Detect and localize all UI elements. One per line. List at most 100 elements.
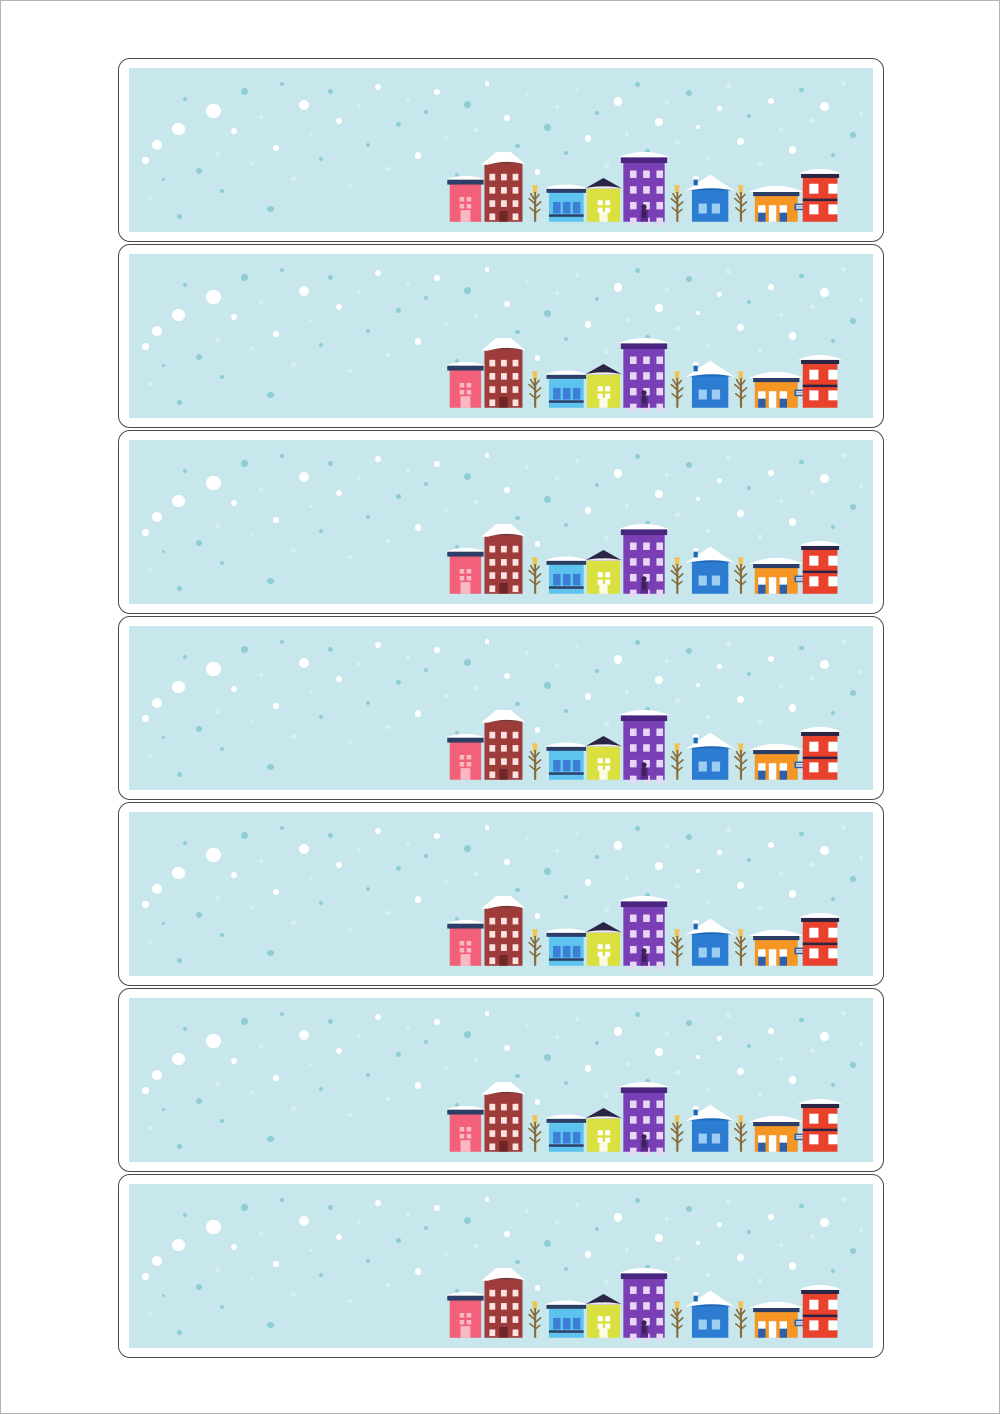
building-pink-house xyxy=(445,175,486,222)
village-skyline xyxy=(129,152,873,232)
building-blue-house xyxy=(685,360,735,408)
bare-tree-icon xyxy=(734,1301,748,1338)
label-card-5[interactable] xyxy=(118,802,884,986)
building-orange-shop xyxy=(749,557,807,594)
building-blue-house xyxy=(685,918,735,966)
building-pink-house xyxy=(445,1291,486,1338)
winter-scene xyxy=(129,812,873,976)
building-red-apartment xyxy=(797,912,843,966)
building-purple-apartment xyxy=(618,524,670,598)
building-yellow-green-house xyxy=(582,549,625,594)
building-red-apartment xyxy=(797,1098,843,1152)
village-skyline xyxy=(129,1082,873,1162)
bare-tree-icon xyxy=(670,557,684,594)
bare-tree-icon xyxy=(528,557,542,594)
label-card-2[interactable] xyxy=(118,244,884,428)
winter-scene xyxy=(129,1184,873,1348)
building-yellow-green-house xyxy=(582,363,625,408)
building-dark-red-apartment xyxy=(481,152,526,222)
village-skyline xyxy=(129,896,873,976)
bare-tree-icon xyxy=(734,557,748,594)
building-red-apartment xyxy=(797,1284,843,1338)
building-orange-shop xyxy=(749,1115,807,1152)
building-dark-red-apartment xyxy=(481,896,526,966)
bare-tree-icon xyxy=(528,929,542,966)
bare-tree-icon xyxy=(670,371,684,408)
building-light-blue-house xyxy=(543,1114,589,1152)
label-card-7[interactable] xyxy=(118,1174,884,1358)
building-red-apartment xyxy=(797,540,843,594)
building-pink-house xyxy=(445,547,486,594)
building-orange-shop xyxy=(749,371,807,408)
building-purple-apartment xyxy=(618,896,670,970)
bare-tree-icon xyxy=(734,185,748,222)
bare-tree-icon xyxy=(670,1301,684,1338)
building-dark-red-apartment xyxy=(481,710,526,780)
bare-tree-icon xyxy=(528,371,542,408)
building-red-apartment xyxy=(797,726,843,780)
bare-tree-icon xyxy=(670,1115,684,1152)
building-yellow-green-house xyxy=(582,1293,625,1338)
winter-scene xyxy=(129,626,873,790)
building-purple-apartment xyxy=(618,1268,670,1342)
bare-tree-icon xyxy=(734,371,748,408)
label-grid xyxy=(118,58,884,1358)
building-blue-house xyxy=(685,546,735,594)
building-light-blue-house xyxy=(543,184,589,222)
bare-tree-icon xyxy=(528,1301,542,1338)
label-card-6[interactable] xyxy=(118,988,884,1172)
winter-scene xyxy=(129,68,873,232)
building-dark-red-apartment xyxy=(481,338,526,408)
village-skyline xyxy=(129,524,873,604)
building-red-apartment xyxy=(797,354,843,408)
bare-tree-icon xyxy=(734,743,748,780)
building-orange-shop xyxy=(749,185,807,222)
building-light-blue-house xyxy=(543,928,589,966)
building-orange-shop xyxy=(749,1301,807,1338)
building-orange-shop xyxy=(749,929,807,966)
label-card-4[interactable] xyxy=(118,616,884,800)
building-yellow-green-house xyxy=(582,735,625,780)
building-blue-house xyxy=(685,1290,735,1338)
building-blue-house xyxy=(685,174,735,222)
winter-scene xyxy=(129,440,873,604)
building-light-blue-house xyxy=(543,742,589,780)
building-yellow-green-house xyxy=(582,177,625,222)
bare-tree-icon xyxy=(670,743,684,780)
building-purple-apartment xyxy=(618,338,670,412)
building-light-blue-house xyxy=(543,556,589,594)
building-pink-house xyxy=(445,919,486,966)
building-pink-house xyxy=(445,361,486,408)
building-purple-apartment xyxy=(618,710,670,784)
village-skyline xyxy=(129,338,873,418)
bare-tree-icon xyxy=(528,743,542,780)
building-purple-apartment xyxy=(618,1082,670,1156)
building-dark-red-apartment xyxy=(481,524,526,594)
building-purple-apartment xyxy=(618,152,670,226)
bare-tree-icon xyxy=(528,1115,542,1152)
building-blue-house xyxy=(685,732,735,780)
building-pink-house xyxy=(445,1105,486,1152)
winter-scene xyxy=(129,998,873,1162)
building-red-apartment xyxy=(797,168,843,222)
village-skyline xyxy=(129,710,873,790)
label-card-3[interactable] xyxy=(118,430,884,614)
bare-tree-icon xyxy=(670,929,684,966)
building-pink-house xyxy=(445,733,486,780)
bare-tree-icon xyxy=(734,1115,748,1152)
building-orange-shop xyxy=(749,743,807,780)
building-yellow-green-house xyxy=(582,1107,625,1152)
bare-tree-icon xyxy=(734,929,748,966)
bare-tree-icon xyxy=(528,185,542,222)
winter-scene xyxy=(129,254,873,418)
building-yellow-green-house xyxy=(582,921,625,966)
label-card-1[interactable] xyxy=(118,58,884,242)
building-light-blue-house xyxy=(543,1300,589,1338)
village-skyline xyxy=(129,1268,873,1348)
building-dark-red-apartment xyxy=(481,1268,526,1338)
building-blue-house xyxy=(685,1104,735,1152)
building-light-blue-house xyxy=(543,370,589,408)
building-dark-red-apartment xyxy=(481,1082,526,1152)
bare-tree-icon xyxy=(670,185,684,222)
